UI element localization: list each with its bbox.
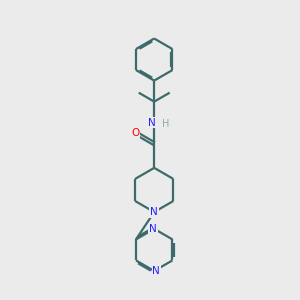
Text: N: N <box>148 118 156 128</box>
Text: H: H <box>162 119 169 129</box>
Text: N: N <box>149 224 157 234</box>
Text: N: N <box>152 266 160 276</box>
Text: N: N <box>150 207 158 217</box>
Text: O: O <box>131 128 140 138</box>
